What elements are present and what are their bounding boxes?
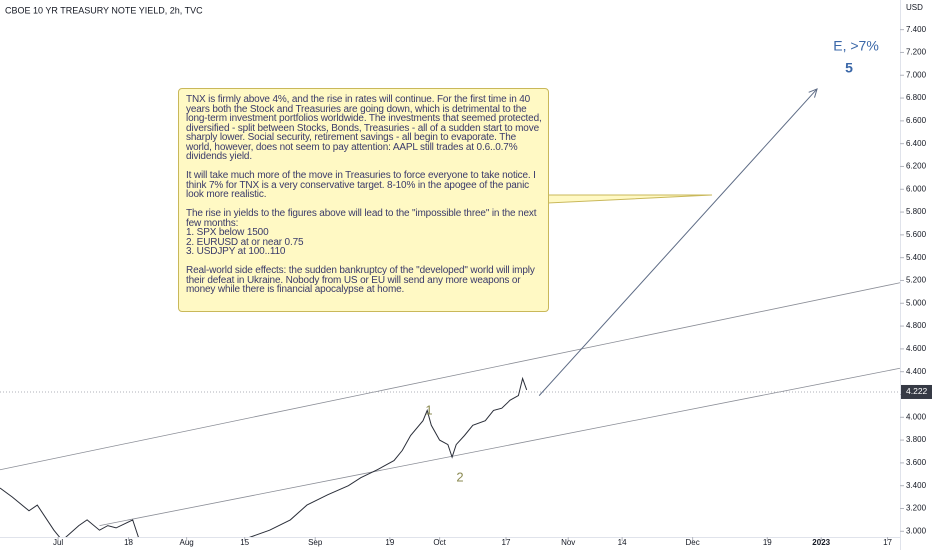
target-label: E, >7%	[833, 38, 879, 54]
y-tick-label: 6.200	[906, 162, 927, 171]
x-tick-label: 2023	[812, 538, 830, 547]
x-tick-label: 19	[385, 538, 394, 547]
y-tick-label: 6.000	[906, 184, 927, 193]
note-paragraph: It will take much more of the move in Tr…	[186, 171, 542, 200]
note-paragraph: The rise in yields to the figures above …	[186, 209, 542, 257]
y-tick-label: 5.800	[906, 207, 927, 216]
y-tick-label: 4.400	[906, 367, 927, 376]
y-tick-label: 6.400	[906, 139, 927, 148]
note-line: 2. EURUSD at or near 0.75	[186, 236, 304, 248]
note-line: The rise in yields to the figures above …	[186, 208, 537, 229]
trendline	[0, 282, 900, 471]
x-tick-label: 17	[883, 538, 892, 547]
x-tick-label: 18	[124, 538, 133, 547]
forecast-arrow	[538, 88, 818, 396]
y-tick-label: 7.400	[906, 25, 927, 34]
y-tick-label: 3.600	[906, 458, 927, 467]
y-tick-label: 3.800	[906, 435, 927, 444]
y-tick-label: 5.200	[906, 276, 927, 285]
x-tick-label: Dec	[686, 538, 700, 547]
x-tick-label: Nov	[561, 538, 575, 547]
y-tick-label: 7.200	[906, 48, 927, 57]
x-tick-label: Oct	[433, 538, 446, 547]
note-line: 1. SPX below 1500	[186, 227, 269, 238]
y-tick-label: 3.400	[906, 481, 927, 490]
y-tick-label: 5.600	[906, 230, 927, 239]
y-tick-label: 3.200	[906, 504, 927, 513]
y-tick-label: 6.800	[906, 93, 927, 102]
x-tick-label: Aug	[180, 538, 194, 547]
y-tick-label: 5.000	[906, 298, 927, 307]
plot	[0, 88, 900, 537]
y-tick-label: 4.600	[906, 344, 927, 353]
wave-label: 1	[425, 402, 432, 417]
x-tick-label: 19	[763, 538, 772, 547]
y-tick-label: 6.600	[906, 116, 927, 125]
note-paragraph: Real-world side effects: the sudden bank…	[186, 266, 542, 295]
x-tick-label: 15	[240, 538, 249, 547]
note-paragraph: TNX is firmly above 4%, and the rise in …	[186, 95, 542, 162]
note-line: 3. USDJPY at 100..110	[186, 246, 286, 257]
target-label: 5	[845, 60, 853, 76]
y-tick-label: 4.800	[906, 321, 927, 330]
chart-title: CBOE 10 YR TREASURY NOTE YIELD, 2h, TVC	[5, 5, 203, 15]
x-tick-label: Sep	[308, 538, 323, 547]
x-tick-label: Jul	[53, 538, 63, 547]
arrow-head	[808, 88, 818, 98]
x-tick-label: 17	[502, 538, 511, 547]
y-tick-label: 5.400	[906, 253, 927, 262]
trendline	[99, 367, 900, 526]
y-tick-label: 7.000	[906, 70, 927, 79]
x-tick-label: 14	[618, 538, 627, 547]
y-tick-label: 4.000	[906, 412, 927, 421]
note-line: It will take much more of the move in Tr…	[186, 170, 536, 200]
last-price-box	[901, 384, 932, 399]
note: TNX is firmly above 4%, and the rise in …	[178, 88, 549, 312]
note-pointer	[533, 189, 713, 204]
price-line	[0, 376, 528, 537]
y-tick-label: 3.000	[906, 526, 927, 535]
y-axis-label: USD	[906, 3, 923, 12]
note-line: TNX is firmly above 4%, and the rise in …	[186, 94, 542, 162]
note-line: Real-world side effects: the sudden bank…	[186, 265, 535, 295]
last-price-label: 4.222	[906, 386, 928, 396]
wave-label: 2	[456, 469, 463, 484]
